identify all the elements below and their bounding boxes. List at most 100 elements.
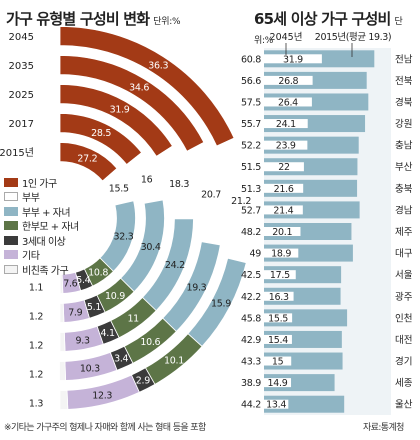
series-label-2015: 2015년(평균 19.3) [315, 32, 391, 43]
region-label: 대전 [395, 335, 412, 346]
region-label: 충남 [395, 141, 413, 152]
region-label: 전남 [395, 54, 413, 65]
bar-2015 [264, 270, 296, 280]
region-label: 광주 [395, 291, 413, 303]
bar-2015 [264, 162, 304, 172]
value-label-2015: 31.9 [283, 54, 303, 65]
region-label: 충북 [395, 184, 413, 195]
left-unit-label: 단위:% [153, 17, 181, 27]
ring-segment [59, 332, 66, 352]
region-label: 경남 [395, 204, 413, 216]
bar-2015 [264, 313, 293, 323]
bar-2015 [264, 378, 292, 388]
ring-year-label: 2025 [9, 90, 34, 101]
legend-item-couple-children: 부부 + 자녀 [4, 204, 122, 219]
value-label-2045: 56.6 [241, 76, 261, 87]
value-label-2015: 16.3 [269, 292, 289, 303]
ring-value-label: 18.3 [169, 179, 189, 190]
ring-value-label: 28.5 [91, 128, 111, 139]
footnote: ※기타는 가구주의 형제나 자매와 함께 사는 형태 등을 포함 [4, 423, 206, 433]
legend-swatch [4, 250, 18, 260]
ring-segment [59, 274, 64, 294]
ring-value-label: 10.3 [80, 364, 100, 375]
region-label: 세종 [395, 378, 413, 389]
ring-value-label: 4.1 [101, 328, 115, 339]
legend-swatch [4, 206, 18, 216]
ring-value-label: 27.2 [77, 153, 97, 164]
ring-year-label: 2035 [9, 61, 34, 72]
bar-2015 [264, 248, 299, 258]
legend-item-three-generation: 3세대 이상 [4, 233, 122, 248]
ring-value-label: 1.3 [29, 399, 43, 410]
value-label-2045: 42.5 [241, 270, 261, 281]
bar-2015 [264, 97, 312, 107]
ring-value-label: 10.6 [140, 337, 160, 348]
region-label: 대구 [395, 249, 413, 260]
ring-chart: 36.3 21.2 15.9 10.1 2.9 12.3 1.3 2045 34.6 20.7 19… [0, 26, 252, 410]
ring-value-label: 10.9 [105, 291, 125, 302]
value-label-2015: 18.9 [271, 249, 291, 260]
ring-value-label: 11 [127, 314, 139, 325]
ring-value-label: 30.4 [141, 242, 161, 253]
value-label-2015: 26.4 [278, 97, 298, 108]
value-label-2045: 42.2 [241, 292, 261, 303]
bar-2015 [264, 75, 313, 85]
value-label-2045: 49 [250, 249, 262, 260]
bar-2015 [264, 119, 308, 129]
ring-value-label: 19.3 [186, 283, 206, 294]
region-label: 울산 [395, 400, 413, 411]
legend-swatch [4, 264, 18, 274]
value-label-2015: 26.8 [278, 76, 298, 87]
value-label-2045: 52.7 [241, 205, 261, 216]
legend-swatch [4, 235, 18, 245]
value-label-2015: 15 [272, 357, 284, 368]
ring-value-label: 1.2 [29, 370, 43, 381]
value-label-2015: 21.4 [273, 205, 293, 216]
legend-swatch [4, 192, 18, 202]
region-label: 인천 [395, 313, 412, 324]
bar-2015 [264, 399, 289, 409]
region-label: 강원 [395, 119, 412, 130]
value-label-2015: 15.5 [268, 313, 288, 324]
legend-item-single-parent: 한부모 + 자녀 [4, 219, 122, 233]
bar-2015 [264, 334, 292, 344]
value-label-2015: 20.1 [272, 227, 292, 238]
left-chart-title: 가구 유형별 구성비 변화 단위:% [6, 10, 181, 28]
value-label-2015: 22 [278, 162, 290, 173]
ring-value-label: 15.9 [211, 298, 231, 309]
ring-value-label: 1.2 [29, 341, 43, 352]
ring-value-label: 7.9 [68, 307, 82, 318]
value-label-2015: 13.4 [266, 400, 286, 411]
ring-value-label: 2.9 [136, 376, 150, 387]
ring-value-label: 10.8 [88, 267, 108, 278]
value-label-2045: 55.7 [241, 119, 261, 130]
regional-bar-chart: 60.8 31.9 전남 56.6 26.8 전북 57.5 26.4 경북 55.7 24.1 강원… [241, 32, 413, 415]
ring-segment [59, 389, 69, 410]
ring-segment [59, 303, 65, 323]
ring-segment [59, 361, 67, 381]
ring-value-label: 36.3 [148, 60, 168, 71]
ring-year-label: 2017 [9, 119, 34, 130]
ring-value-label: 21.2 [231, 196, 251, 207]
value-label-2045: 52.2 [241, 141, 261, 152]
legend-swatch [4, 221, 18, 231]
bar-2015 [264, 54, 322, 64]
right-unit-label: 단위:% [254, 17, 403, 46]
legend-item-other: 기타 [4, 248, 122, 262]
region-label: 부산 [395, 162, 413, 173]
ring-value-label: 5.4 [76, 275, 90, 286]
region-label: 경기 [395, 356, 412, 368]
ring-value-label: 20.7 [201, 189, 221, 200]
legend-item-non-family: 비친족 가구 [4, 262, 122, 277]
series-label-2045: 2045년 [270, 32, 303, 43]
value-label-2045: 51.5 [241, 162, 261, 173]
region-label: 경북 [395, 96, 413, 108]
ring-value-label: 34.6 [129, 83, 149, 94]
value-label-2045: 45.8 [241, 313, 261, 324]
value-label-2015: 17.5 [270, 270, 290, 281]
right-chart-title: 65세 이상 가구 구성비 단위:% [254, 10, 403, 46]
ring-value-label: 15.5 [109, 183, 129, 194]
source-label: 자료:통계청 [363, 423, 404, 433]
region-label: 서울 [395, 270, 413, 281]
bar-2015 [264, 291, 294, 301]
